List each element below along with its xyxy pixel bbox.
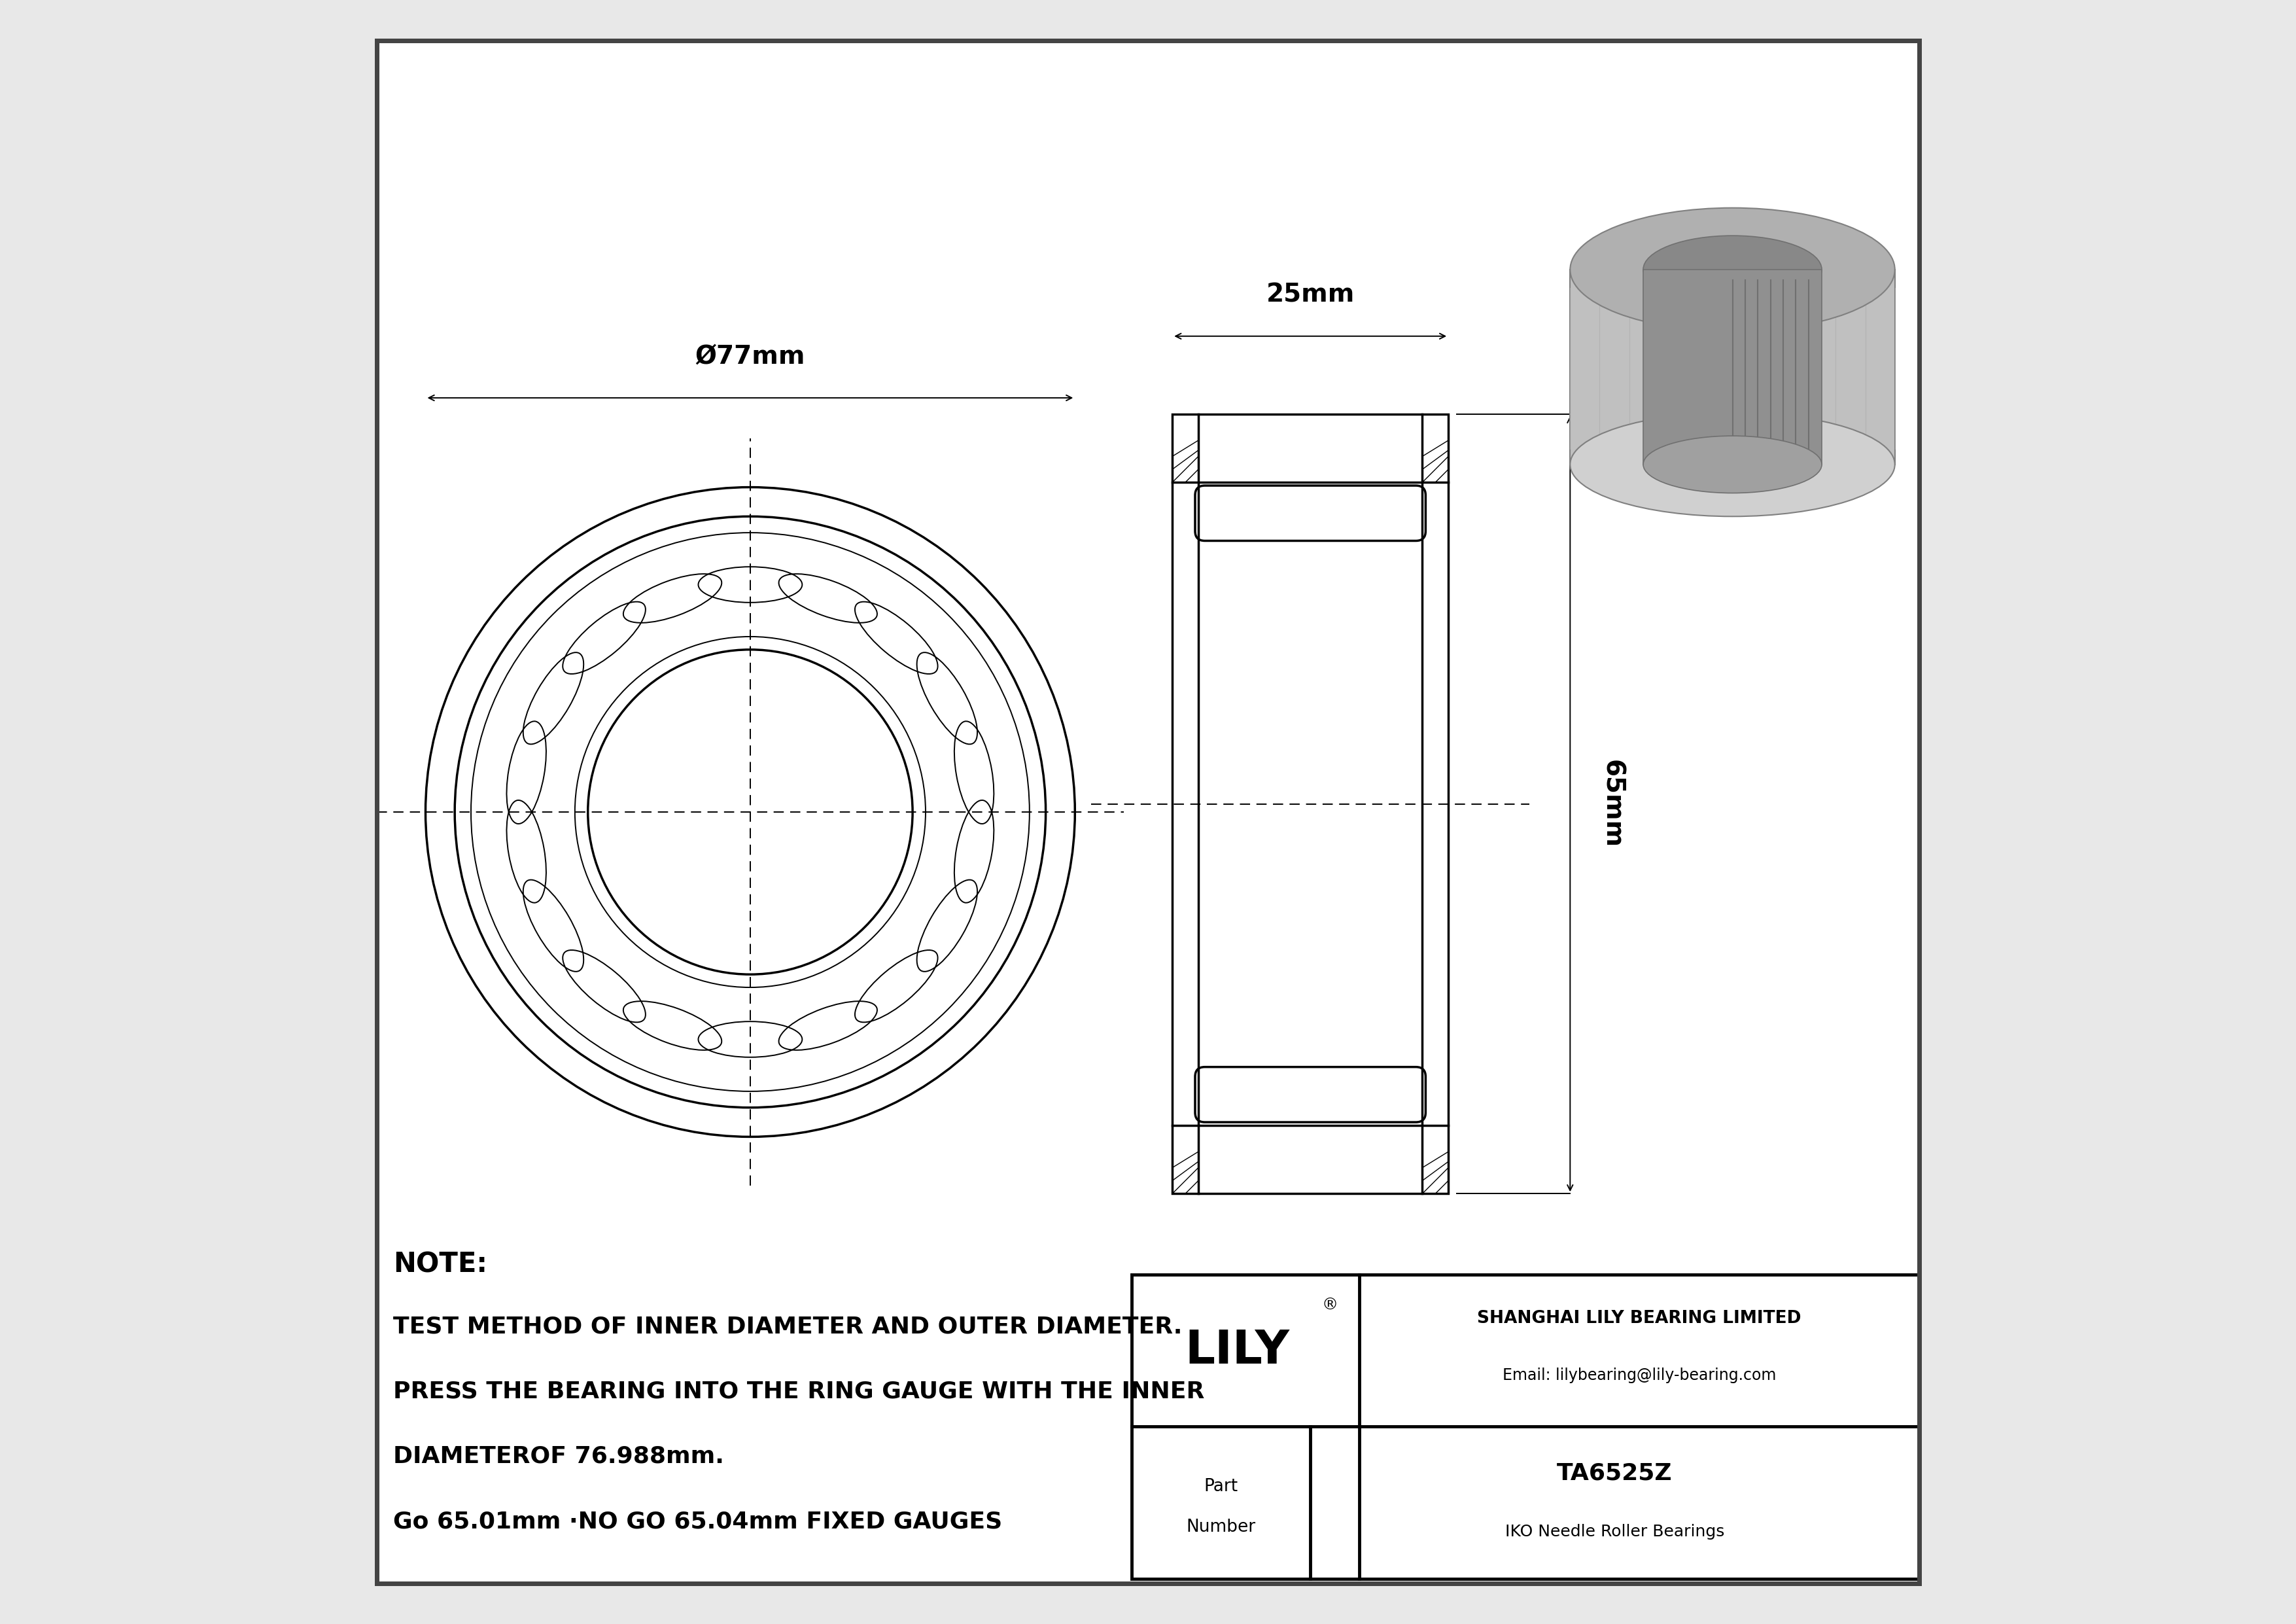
Text: 65mm: 65mm [1600,760,1623,848]
Text: Email: lilybearing@lily-bearing.com: Email: lilybearing@lily-bearing.com [1502,1367,1777,1384]
Text: PRESS THE BEARING INTO THE RING GAUGE WITH THE INNER: PRESS THE BEARING INTO THE RING GAUGE WI… [393,1380,1205,1403]
Ellipse shape [1570,412,1894,516]
Bar [1132,1275,1919,1579]
Text: TA6525Z: TA6525Z [1557,1462,1671,1484]
Text: Number: Number [1187,1518,1256,1535]
Text: LILY: LILY [1185,1328,1290,1374]
Text: DIAMETEROF 76.988mm.: DIAMETEROF 76.988mm. [393,1445,723,1468]
Ellipse shape [1570,208,1894,331]
Text: TEST METHOD OF INNER DIAMETER AND OUTER DIAMETER.: TEST METHOD OF INNER DIAMETER AND OUTER … [393,1315,1182,1338]
Bar [1173,414,1449,1194]
Polygon shape [1644,270,1821,464]
Text: IKO Needle Roller Bearings: IKO Needle Roller Bearings [1506,1523,1724,1540]
Text: Go 65.01mm ·NO GO 65.04mm FIXED GAUGES: Go 65.01mm ·NO GO 65.04mm FIXED GAUGES [393,1510,1003,1533]
Text: Part: Part [1203,1478,1238,1494]
Text: Ø77mm: Ø77mm [696,344,806,369]
Text: NOTE:: NOTE: [393,1250,487,1278]
Text: SHANGHAI LILY BEARING LIMITED: SHANGHAI LILY BEARING LIMITED [1476,1311,1800,1327]
Polygon shape [1570,270,1894,464]
Text: ®: ® [1322,1298,1339,1314]
Ellipse shape [1644,435,1821,494]
Ellipse shape [1644,235,1821,304]
Text: 25mm: 25mm [1265,283,1355,307]
